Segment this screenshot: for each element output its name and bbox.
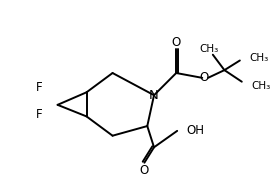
Text: O: O — [172, 36, 181, 49]
Text: F: F — [35, 108, 42, 121]
Text: N: N — [149, 89, 159, 102]
Text: CH₃: CH₃ — [251, 81, 271, 91]
Text: OH: OH — [187, 124, 205, 137]
Text: CH₃: CH₃ — [199, 44, 219, 54]
Text: CH₃: CH₃ — [249, 53, 269, 63]
Text: F: F — [35, 81, 42, 94]
Text: O: O — [140, 164, 149, 177]
Text: O: O — [199, 71, 209, 84]
